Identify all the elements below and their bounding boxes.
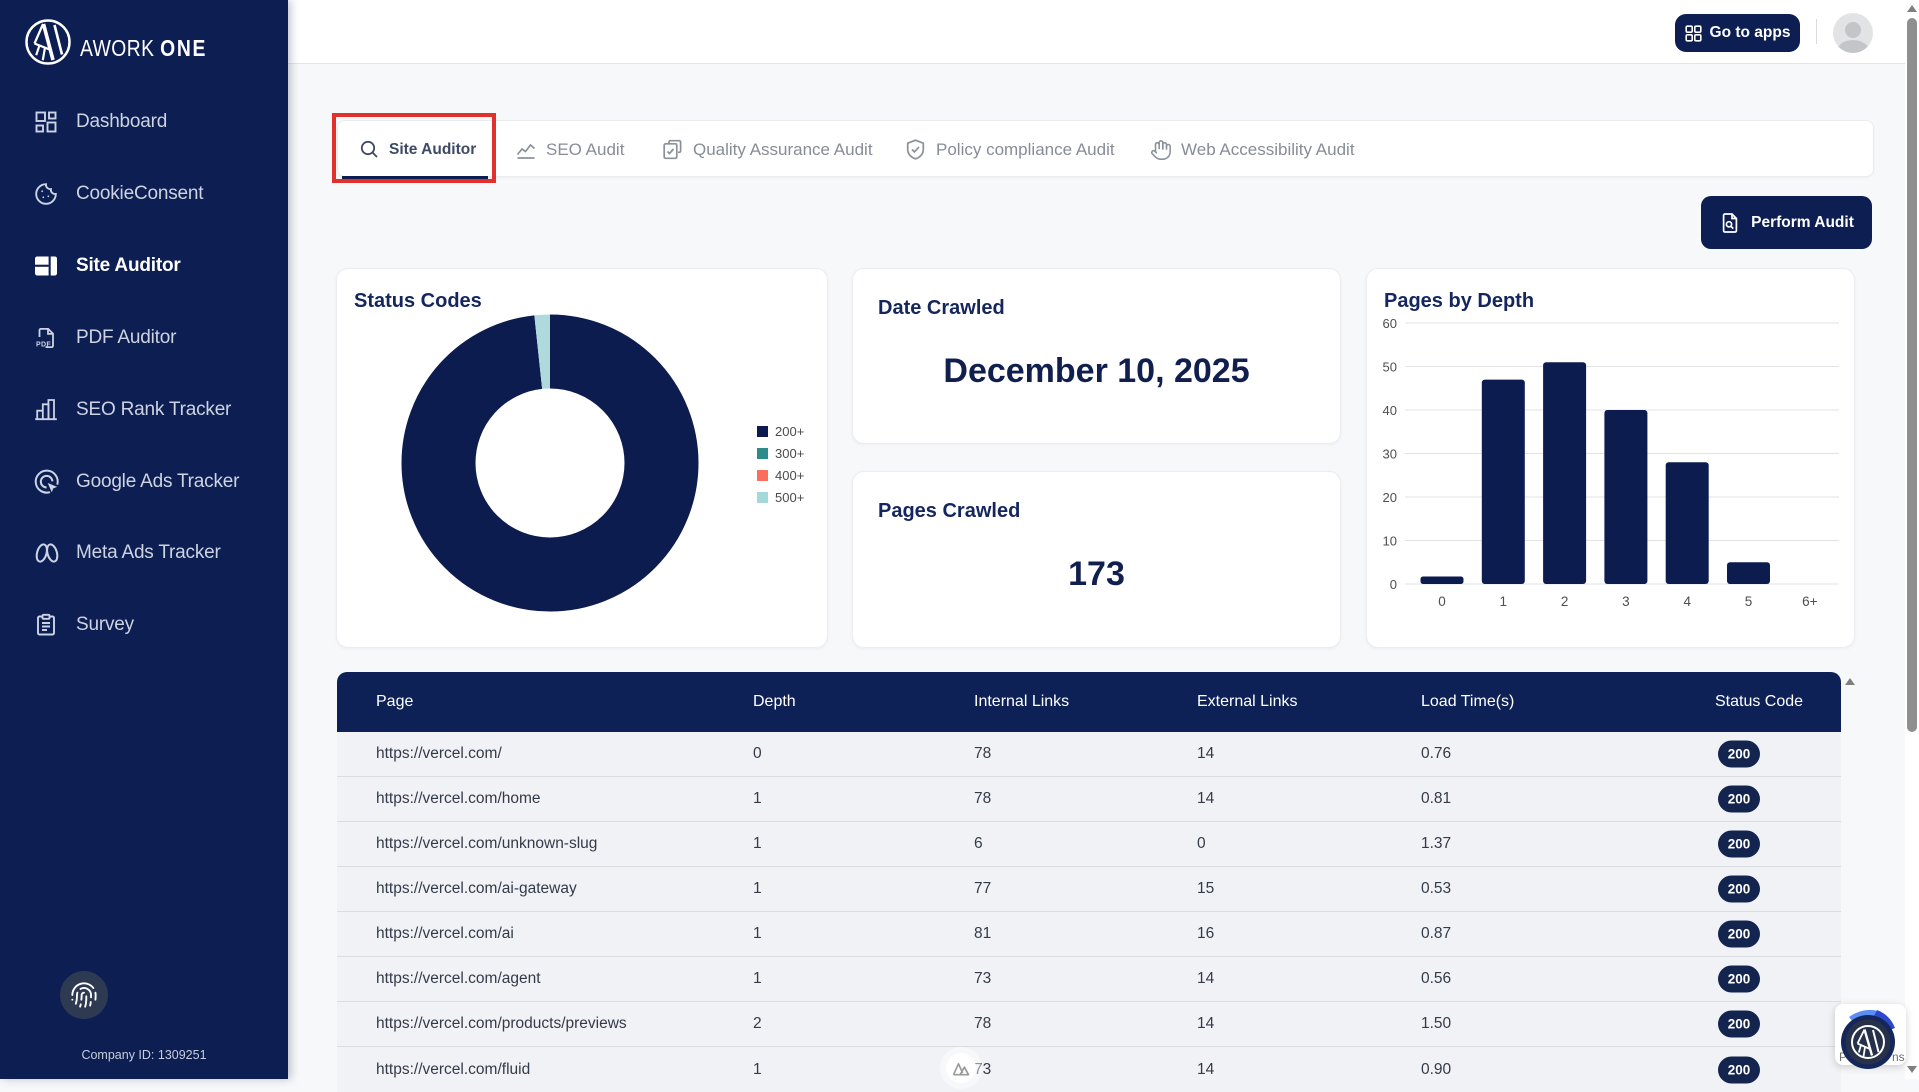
svg-text:3: 3 <box>1622 594 1630 609</box>
svg-text:10: 10 <box>1383 534 1397 549</box>
svg-text:1: 1 <box>1500 594 1508 609</box>
svg-text:5: 5 <box>1745 594 1753 609</box>
svg-text:20: 20 <box>1383 490 1397 505</box>
svg-text:4: 4 <box>1683 594 1691 609</box>
svg-text:2: 2 <box>1561 594 1569 609</box>
svg-text:40: 40 <box>1383 403 1397 418</box>
svg-text:6+: 6+ <box>1802 594 1818 609</box>
svg-text:PDF: PDF <box>36 342 51 349</box>
svg-text:0: 0 <box>1390 577 1397 592</box>
svg-text:30: 30 <box>1383 447 1397 462</box>
svg-text:60: 60 <box>1383 316 1397 331</box>
svg-text:50: 50 <box>1383 360 1397 375</box>
svg-text:0: 0 <box>1438 594 1446 609</box>
